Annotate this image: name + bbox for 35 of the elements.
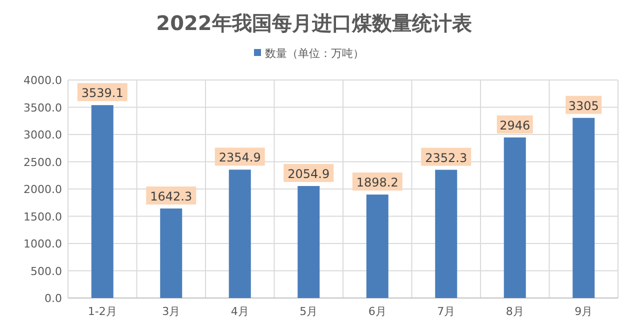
x-tick-label: 7月 — [437, 305, 456, 318]
legend-label: 数量（单位：万吨） — [265, 47, 364, 60]
bar — [298, 186, 320, 298]
data-label: 2054.9 — [288, 167, 330, 182]
data-label: 1642.3 — [150, 189, 192, 204]
x-tick-label: 5月 — [300, 305, 318, 318]
x-tick-label: 4月 — [230, 305, 249, 318]
chart-title: 2022年我国每月进口煤数量统计表 — [156, 11, 472, 35]
bar — [160, 208, 182, 298]
x-tick-label: 8月 — [506, 305, 524, 318]
y-tick-label: 2500.0 — [24, 156, 62, 169]
bar — [572, 118, 595, 298]
x-tick-label: 3月 — [162, 305, 180, 318]
data-label: 2354.9 — [218, 150, 261, 165]
y-tick-label: 1000.0 — [24, 238, 62, 250]
bar — [91, 105, 114, 298]
x-tick-label: 1-2月 — [88, 305, 117, 318]
bar — [435, 170, 458, 298]
data-label: 1898.2 — [356, 176, 398, 190]
bar — [228, 170, 251, 298]
data-label: 2352.3 — [425, 150, 468, 165]
x-tick-label: 6月 — [368, 305, 386, 318]
data-label: 3305 — [568, 98, 599, 113]
x-tick-label: 9月 — [574, 305, 593, 318]
y-tick-label: 1500.0 — [24, 210, 62, 224]
y-tick-label: 3500.0 — [24, 101, 62, 114]
y-tick-label: 4000.0 — [24, 74, 62, 87]
y-tick-label: 0.0 — [44, 292, 62, 305]
data-label: 3539.1 — [81, 86, 124, 100]
y-tick-label: 3000.0 — [24, 128, 62, 142]
bar — [366, 194, 388, 298]
y-tick-label: 500.0 — [30, 264, 62, 278]
data-label: 2946 — [500, 118, 530, 132]
bar — [504, 137, 526, 298]
y-tick-label: 2000.0 — [24, 183, 62, 196]
